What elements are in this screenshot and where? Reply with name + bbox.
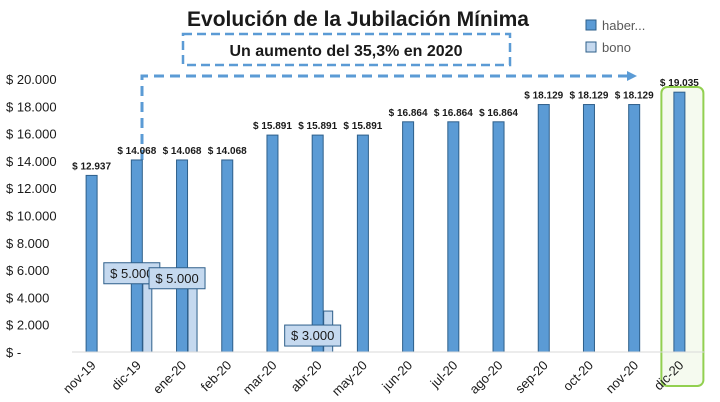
y-tick-label: $ 4.000 [6, 290, 49, 305]
bar-haber-ago-20 [492, 121, 505, 353]
bars: $ 12.937 $ 14.068 $ 14.068 $ 14.068 $ 15.891… [72, 78, 705, 387]
bar-bono-dic-19 [142, 283, 153, 353]
x-tick-label: ago-20 [466, 358, 505, 397]
data-label-haber-ene-20: $ 14.068 [163, 146, 202, 157]
y-tick-label: $ 14.000 [6, 154, 57, 169]
y-axis: $ - $ 2.000 $ 4.000 $ 6.000 $ 8.000 $ 10.000 $… [6, 72, 57, 360]
data-label-haber-feb-20: $ 14.068 [208, 146, 247, 157]
data-label-haber-jul-20: $ 16.864 [434, 108, 473, 119]
bar-haber-mar-20 [266, 134, 279, 353]
bar-bono-ene-20 [187, 283, 198, 353]
bar-haber-nov-20 [628, 104, 641, 353]
trend-arrow [140, 71, 637, 160]
bar-haber-jul-20 [447, 121, 460, 353]
bar-haber-may-20 [356, 134, 369, 353]
x-tick-label: jul-20 [427, 358, 461, 392]
subtitle-box [181, 32, 512, 67]
bar-haber-oct-20 [582, 104, 595, 353]
data-label-haber-mar-20: $ 15.891 [253, 121, 292, 132]
data-label-haber-may-20: $ 15.891 [343, 121, 382, 132]
x-tick-label: sep-20 [512, 358, 551, 397]
legend-haber-swatch [585, 19, 597, 31]
bar-haber-abr-20 [311, 134, 324, 353]
data-label-haber-sep-20: $ 18.129 [524, 91, 563, 102]
x-tick-label: dic-19 [108, 358, 144, 394]
data-label-haber-dic-19: $ 14.068 [117, 146, 156, 157]
chart-title: Evolución de la Jubilación Mínima [187, 8, 529, 31]
legend-bono-label: bono [602, 40, 631, 55]
data-label-haber-nov-19: $ 12.937 [72, 161, 111, 172]
x-tick-label: feb-20 [198, 358, 235, 395]
y-tick-label: $ 20.000 [6, 72, 57, 87]
x-tick-label: jun-20 [378, 358, 415, 395]
data-label-bono-dic-19: $ 5.000 [110, 266, 153, 281]
bar-haber-dic-19 [130, 159, 143, 353]
data-label-haber-jun-20: $ 16.864 [389, 108, 428, 119]
bar-haber-sep-20 [537, 104, 550, 353]
data-label-haber-dic-20: $ 19.035 [660, 78, 699, 89]
bar-haber-ene-20 [176, 159, 189, 353]
data-label-haber-nov-20: $ 18.129 [615, 91, 654, 102]
legend-bono-swatch [585, 41, 597, 53]
callout-box-bono-abr-20 [284, 324, 342, 347]
callout-box-bono-ene-20 [148, 267, 206, 290]
data-label-haber-abr-20: $ 15.891 [298, 121, 337, 132]
data-label-bono-abr-20: $ 3.000 [291, 328, 334, 343]
legend-haber-label: haber... [602, 18, 645, 33]
data-label-haber-oct-20: $ 18.129 [569, 91, 608, 102]
x-tick-label: ene-20 [150, 358, 189, 397]
y-tick-label: $ 2.000 [6, 318, 49, 333]
y-tick-label: $ 12.000 [6, 181, 57, 196]
bar-haber-nov-19 [85, 174, 98, 353]
y-tick-label: $ 10.000 [6, 209, 57, 224]
y-tick-label: $ 6.000 [6, 263, 49, 278]
y-tick-label: $ - [6, 345, 21, 360]
y-tick-label: $ 16.000 [6, 127, 57, 142]
data-label-bono-ene-20: $ 5.000 [155, 271, 198, 286]
x-tick-label: may-20 [329, 358, 370, 399]
x-tick-label: nov-19 [60, 358, 99, 397]
data-label-haber-ago-20: $ 16.864 [479, 108, 518, 119]
bar-haber-jun-20 [402, 121, 415, 353]
y-tick-label: $ 8.000 [6, 236, 49, 251]
x-tick-label: oct-20 [560, 358, 596, 394]
y-tick-label: $ 18.000 [6, 99, 57, 114]
x-axis: nov-19 dic-19 ene-20 feb-20 mar-20 abr-20 may-… [60, 351, 705, 399]
chart-subtitle: Un aumento del 35,3% en 2020 [230, 43, 463, 60]
bar-haber-feb-20 [221, 159, 234, 353]
bar-haber-dic-20 [673, 91, 686, 353]
x-tick-label: abr-20 [288, 358, 325, 395]
x-tick-label: mar-20 [240, 358, 280, 398]
x-tick-label: nov-20 [603, 358, 642, 397]
